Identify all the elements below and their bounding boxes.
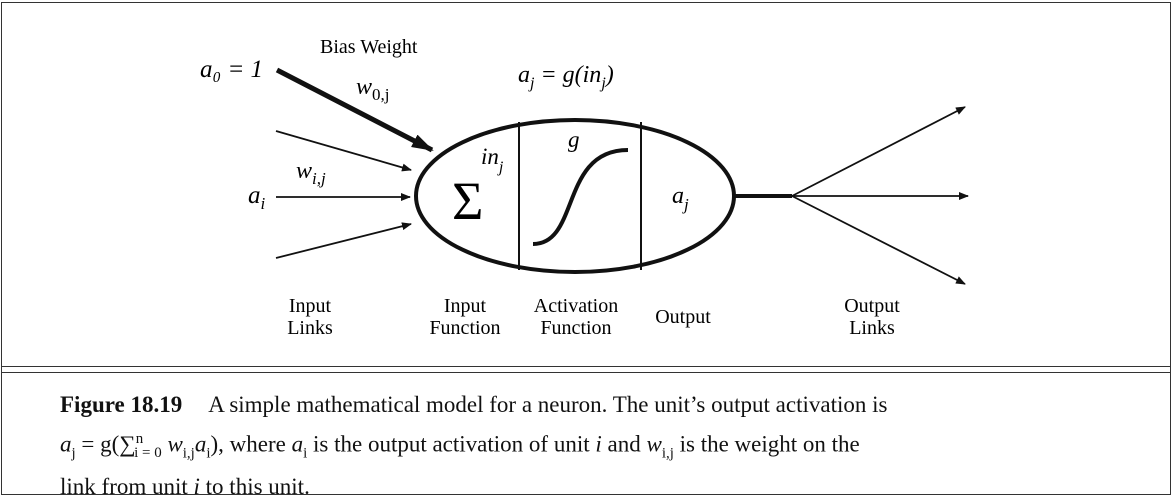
bias-weight-title: Bias Weight — [320, 36, 418, 58]
input-links-label: Links — [287, 317, 333, 339]
sum-symbol: Σ — [452, 171, 483, 231]
figure-number: Figure 18.19 — [60, 392, 183, 417]
bias-input-label: a₀ = 1 — [200, 56, 263, 83]
output-links-label: Output — [844, 295, 900, 317]
input-function-label: Function — [429, 317, 500, 339]
output-links-label: Links — [849, 317, 895, 339]
caption-line: aj = g(∑ni = 0 wi,jai), where ai is the … — [60, 431, 860, 462]
input-link-arrow — [275, 130, 412, 172]
divider-line — [1, 372, 1171, 373]
caption-line: link from unit i to this unit. — [60, 474, 310, 500]
caption-text: A simple mathematical model for a neuron… — [208, 392, 888, 417]
bias-weight-symbol: w0,j — [356, 74, 390, 104]
output-link-arrow — [791, 195, 966, 285]
caption-line: Figure 18.19 A simple mathematical model … — [60, 388, 1140, 422]
g-symbol: g — [568, 127, 580, 152]
input-link-arrow — [275, 222, 412, 259]
weight-symbol: wi,j — [296, 158, 326, 188]
sigmoid-curve — [532, 148, 629, 246]
activation-function-label: Function — [540, 317, 611, 339]
input-links-label: Input — [289, 295, 332, 317]
input-symbol: ai — [248, 182, 266, 213]
input-function-label: Input — [444, 295, 487, 317]
output-link-arrow — [791, 106, 966, 197]
bias-link-arrow — [275, 67, 434, 153]
neuron-diagram: a₀ = 1 Bias Weight w0,j aj = g(inj) ai w… — [200, 36, 969, 339]
activation-function-label: Activation — [534, 295, 618, 317]
divider-line — [1, 366, 1171, 367]
activation-formula: aj = g(inj) — [518, 62, 614, 92]
output-symbol: aj — [672, 183, 689, 214]
output-label: Output — [655, 306, 711, 328]
in-symbol: inj — [481, 144, 504, 176]
figure-caption: Figure 18.19 A simple mathematical model … — [60, 388, 1140, 504]
figure-frame — [1, 2, 1171, 495]
